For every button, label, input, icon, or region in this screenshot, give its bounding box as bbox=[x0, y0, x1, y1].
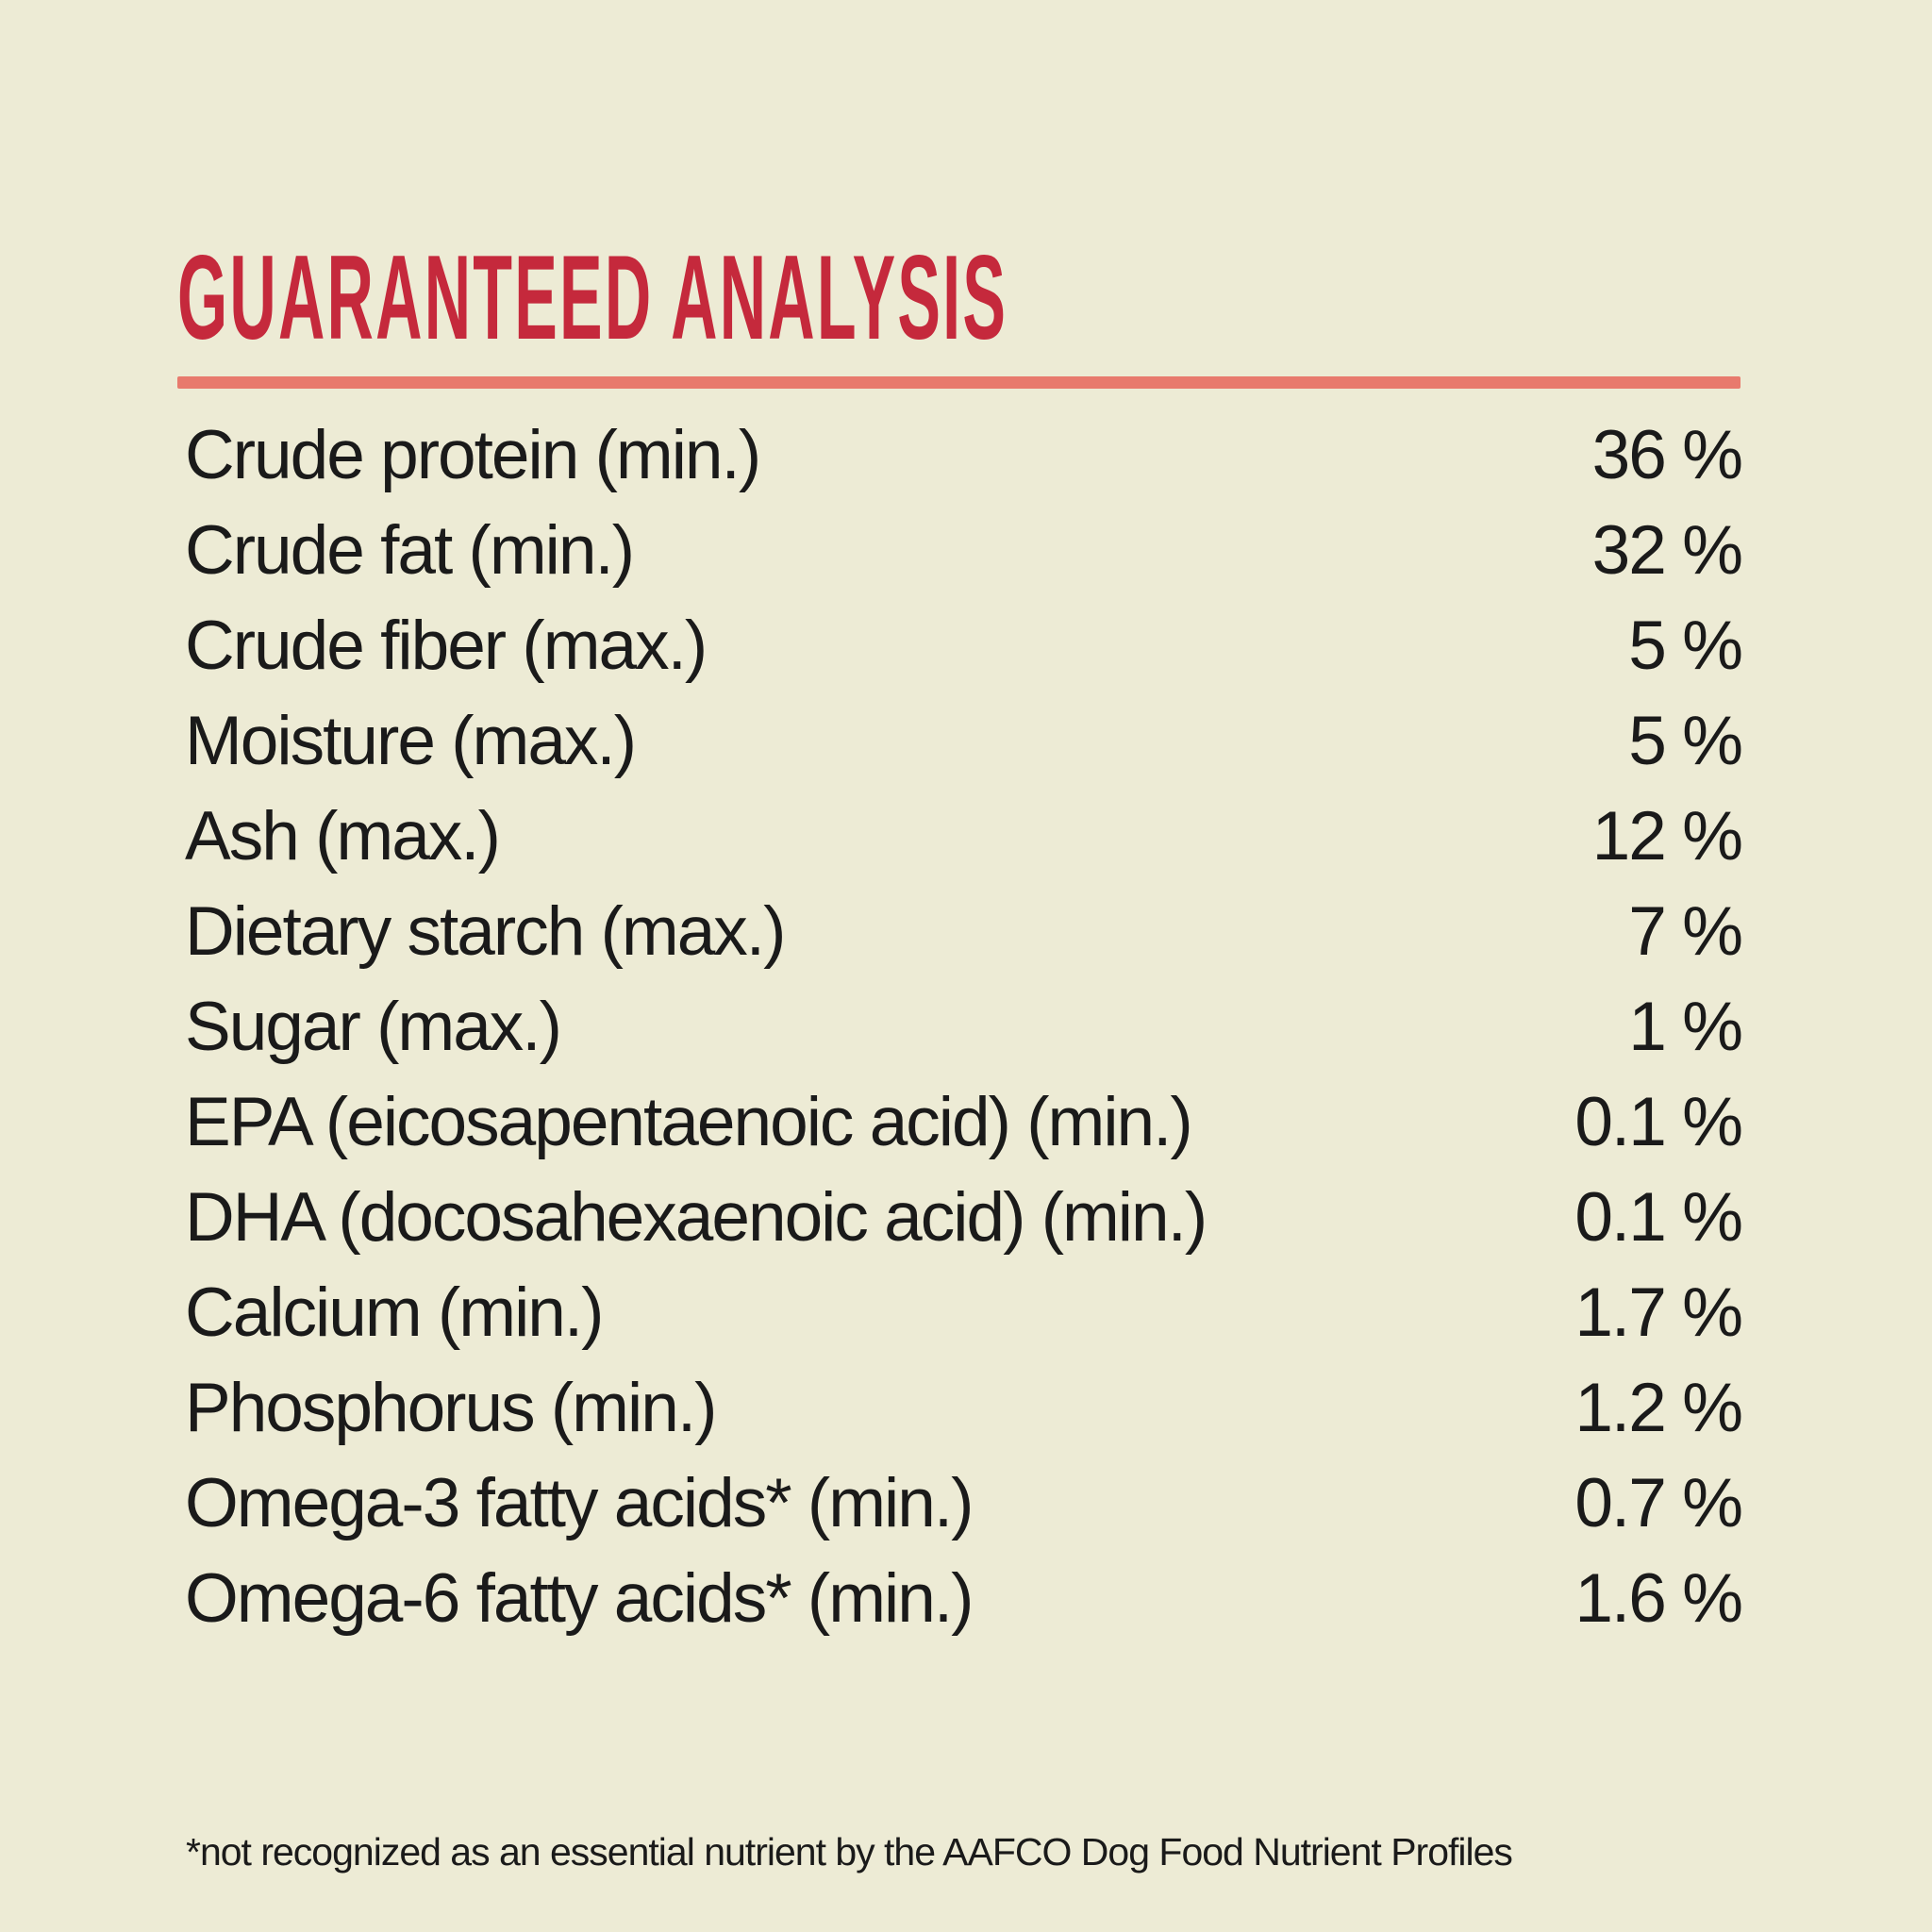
table-row: DHA (docosahexaenoic acid) (min.) 0.1 % bbox=[185, 1170, 1743, 1265]
nutrient-label: Crude protein (min.) bbox=[185, 417, 761, 493]
nutrient-value: 7 % bbox=[1628, 893, 1743, 970]
nutrient-value: 1.7 % bbox=[1574, 1274, 1743, 1351]
nutrient-value: 1 % bbox=[1628, 989, 1743, 1065]
nutrient-value: 0.1 % bbox=[1574, 1179, 1743, 1256]
nutrient-value: 5 % bbox=[1628, 608, 1743, 684]
nutrient-label: Omega-6 fatty acids* (min.) bbox=[185, 1560, 974, 1637]
nutrient-label: Phosphorus (min.) bbox=[185, 1370, 717, 1446]
table-row: Sugar (max.) 1 % bbox=[185, 979, 1743, 1074]
nutrient-label: Omega-3 fatty acids* (min.) bbox=[185, 1465, 974, 1541]
nutrient-label: Sugar (max.) bbox=[185, 989, 562, 1065]
nutrient-label: DHA (docosahexaenoic acid) (min.) bbox=[185, 1179, 1208, 1256]
nutrient-table: Crude protein (min.) 36 % Crude fat (min… bbox=[185, 408, 1743, 1646]
page-title: GUARANTEED ANALYSIS bbox=[177, 230, 1008, 365]
table-row: Crude protein (min.) 36 % bbox=[185, 408, 1743, 503]
nutrient-label: Ash (max.) bbox=[185, 798, 501, 874]
table-row: Omega-3 fatty acids* (min.) 0.7 % bbox=[185, 1456, 1743, 1551]
nutrient-value: 1.6 % bbox=[1574, 1560, 1743, 1637]
nutrient-value: 32 % bbox=[1591, 512, 1743, 589]
nutrient-label: EPA (eicosapentaenoic acid) (min.) bbox=[185, 1084, 1193, 1160]
table-row: Ash (max.) 12 % bbox=[185, 789, 1743, 884]
table-row: Crude fat (min.) 32 % bbox=[185, 503, 1743, 598]
nutrient-value: 0.7 % bbox=[1574, 1465, 1743, 1541]
nutrient-value: 12 % bbox=[1591, 798, 1743, 874]
table-row: Phosphorus (min.) 1.2 % bbox=[185, 1360, 1743, 1456]
table-row: Moisture (max.) 5 % bbox=[185, 693, 1743, 789]
table-row: Crude fiber (max.) 5 % bbox=[185, 598, 1743, 693]
title-underline-rule bbox=[177, 376, 1740, 389]
table-row: EPA (eicosapentaenoic acid) (min.) 0.1 % bbox=[185, 1074, 1743, 1170]
nutrient-label: Crude fiber (max.) bbox=[185, 608, 708, 684]
nutrient-value: 5 % bbox=[1628, 703, 1743, 779]
nutrient-label: Crude fat (min.) bbox=[185, 512, 635, 589]
aafco-footnote: *not recognized as an essential nutrient… bbox=[186, 1830, 1513, 1874]
table-row: Dietary starch (max.) 7 % bbox=[185, 884, 1743, 979]
nutrient-label: Dietary starch (max.) bbox=[185, 893, 786, 970]
table-row: Omega-6 fatty acids* (min.) 1.6 % bbox=[185, 1551, 1743, 1646]
nutrient-value: 1.2 % bbox=[1574, 1370, 1743, 1446]
nutrient-value: 36 % bbox=[1591, 417, 1743, 493]
table-row: Calcium (min.) 1.7 % bbox=[185, 1265, 1743, 1360]
nutrient-value: 0.1 % bbox=[1574, 1084, 1743, 1160]
nutrient-label: Moisture (max.) bbox=[185, 703, 637, 779]
nutrient-label: Calcium (min.) bbox=[185, 1274, 604, 1351]
